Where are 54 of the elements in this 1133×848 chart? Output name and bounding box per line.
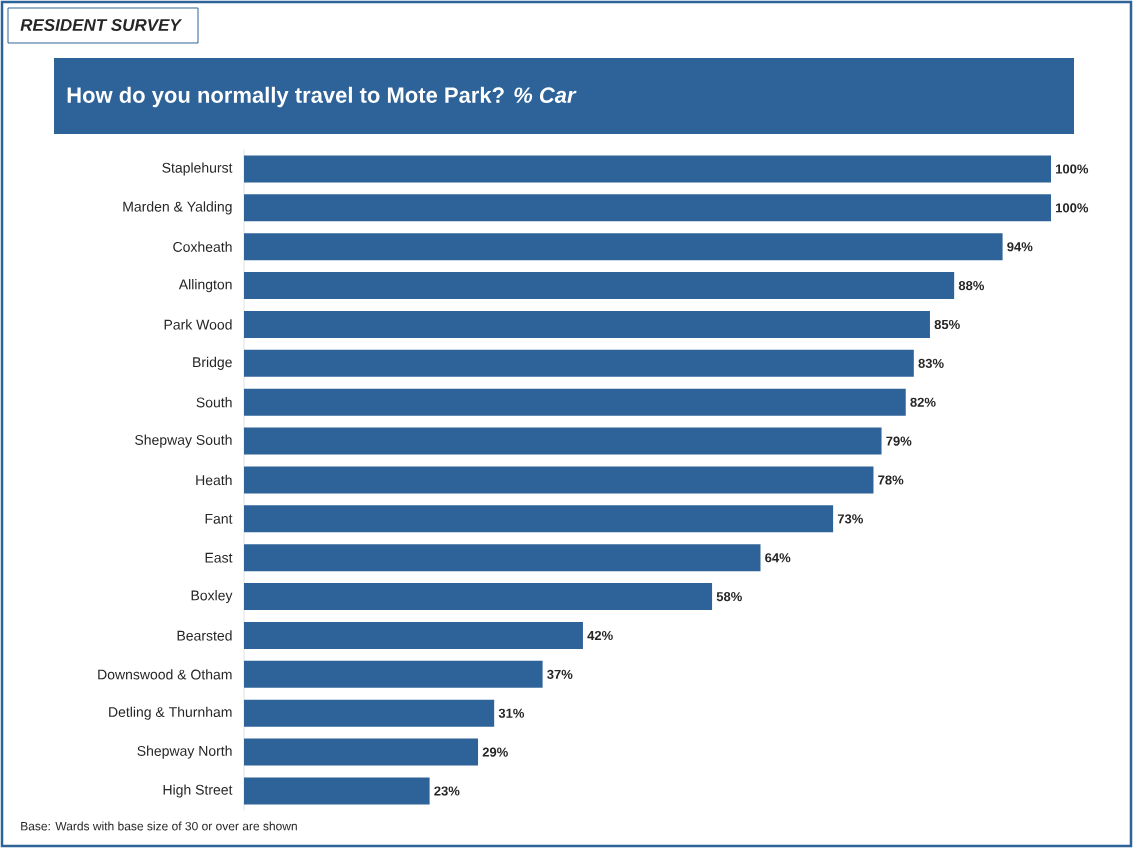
data-label: 78% — [878, 475, 904, 485]
bar — [244, 699, 495, 727]
data-label: 83% — [918, 358, 944, 368]
bar — [244, 388, 906, 416]
y-tick-label: Downswood & Otham — [98, 669, 232, 680]
data-label: 29% — [482, 747, 508, 757]
y-tick-label: Bridge — [193, 356, 232, 370]
data-label: 58% — [716, 592, 742, 602]
bar — [244, 466, 874, 494]
y-tick-label: Shepway South — [135, 434, 232, 448]
bar — [244, 427, 882, 455]
y-tick-label: South — [196, 397, 232, 408]
data-label: 31% — [498, 708, 525, 718]
data-label: 37% — [547, 669, 573, 679]
bar — [244, 505, 834, 533]
y-tick-label: Boxley — [191, 590, 233, 604]
data-label: 94% — [1007, 242, 1033, 252]
y-tick-label: Allington — [178, 279, 232, 293]
bar — [244, 349, 914, 377]
data-label: 100% — [1056, 164, 1089, 174]
bar — [244, 155, 1052, 183]
data-label: 73% — [837, 514, 863, 524]
bar — [244, 738, 479, 766]
data-label: 88% — [958, 281, 985, 291]
y-tick-label: Coxheath — [173, 241, 232, 252]
bar — [244, 583, 713, 611]
data-label: 100% — [1056, 203, 1089, 213]
bar — [244, 777, 430, 805]
y-tick-label: Heath — [196, 474, 232, 486]
bar — [244, 194, 1052, 222]
y-tick-label: Staplehurst — [162, 162, 233, 176]
y-tick-label: Marden & Yalding — [123, 201, 232, 215]
chart-title: How do you normally travel to Mote Park? % Car — [67, 86, 577, 108]
bar — [244, 660, 543, 688]
y-tick-label: High Street — [163, 784, 233, 798]
y-tick-label: Shepway North — [137, 745, 232, 759]
data-label: 85% — [934, 319, 960, 330]
y-tick-label: Park Wood — [164, 319, 232, 330]
bar — [244, 544, 761, 572]
bar — [244, 310, 930, 338]
y-tick-label: Detling & Thurnham — [109, 706, 232, 720]
bar — [244, 621, 583, 649]
y-tick-label: Bearsted — [177, 630, 232, 641]
bar — [244, 233, 1003, 261]
bar — [244, 272, 955, 300]
y-tick-label: Fant — [205, 513, 233, 524]
data-label: 42% — [587, 630, 613, 641]
data-label: 79% — [886, 436, 912, 446]
data-label: 82% — [910, 397, 936, 407]
text: Base: Wards with base size of 30 or over are shown — [21, 821, 297, 831]
data-label: 23% — [434, 786, 460, 796]
data-label: 64% — [765, 553, 791, 563]
y-tick-label: East — [205, 552, 233, 563]
text: RESIDENT SURVEY — [20, 18, 183, 32]
